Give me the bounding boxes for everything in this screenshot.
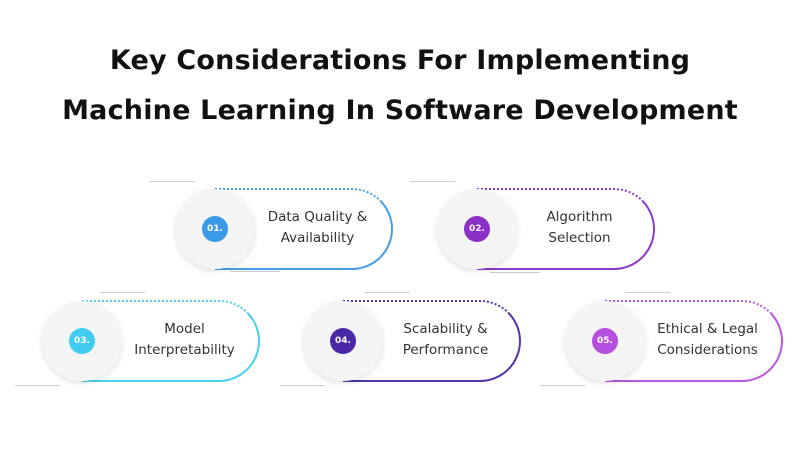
card-outline: [82, 300, 260, 382]
label-line: Considerations: [657, 342, 758, 358]
decorative-line: [625, 292, 670, 293]
page-title-line-1: Key Considerations For Implementing: [109, 45, 691, 76]
card-label: Data Quality & Availability: [255, 207, 380, 249]
page-title-line-2: Machine Learning In Software Development: [62, 95, 738, 126]
consideration-card-1: 01. Data Quality & Availability: [175, 188, 395, 270]
decorative-line: [365, 292, 410, 293]
label-line: Availability: [280, 230, 355, 246]
decorative-line: [230, 271, 280, 272]
decorative-line: [100, 292, 145, 293]
label-line: Performance: [402, 342, 489, 358]
card-label: Model Interpretability: [122, 319, 247, 361]
card-outline: [605, 300, 783, 382]
number-badge: 05.: [592, 328, 618, 354]
label-line: Scalability &: [403, 321, 488, 337]
decorative-line: [280, 385, 325, 386]
decorative-line: [540, 385, 585, 386]
number-badge: 01.: [202, 216, 228, 242]
decorative-line: [490, 272, 540, 273]
decorative-line: [150, 181, 195, 182]
card-outline: [215, 188, 393, 270]
label-line: Algorithm: [546, 209, 613, 225]
number-badge: 04.: [330, 328, 356, 354]
label-line: Interpretability: [134, 342, 235, 358]
number-badge: 02.: [464, 216, 490, 242]
card-outline: [343, 300, 521, 382]
card-label: Scalability & Performance: [383, 319, 508, 361]
label-line: Selection: [548, 230, 611, 246]
card-label: Algorithm Selection: [517, 207, 642, 249]
number-badge: 03.: [69, 328, 95, 354]
consideration-card-2: 02. Algorithm Selection: [437, 188, 657, 270]
card-label: Ethical & Legal Considerations: [645, 319, 770, 361]
decorative-line: [15, 385, 60, 386]
decorative-line: [410, 181, 455, 182]
consideration-card-5: 05. Ethical & Legal Considerations: [565, 300, 785, 382]
label-line: Data Quality &: [267, 209, 368, 225]
card-outline: [477, 188, 655, 270]
consideration-card-4: 04. Scalability & Performance: [303, 300, 523, 382]
label-line: Ethical & Legal: [657, 321, 758, 337]
consideration-card-3: 03. Model Interpretability: [42, 300, 262, 382]
label-line: Model: [164, 321, 205, 337]
